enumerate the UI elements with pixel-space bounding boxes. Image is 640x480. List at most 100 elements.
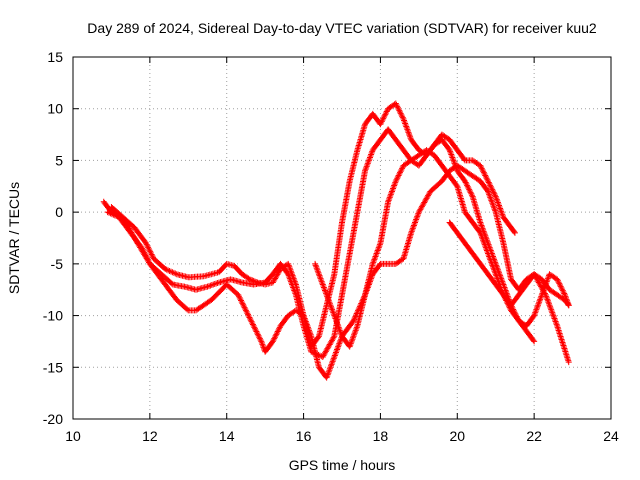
data-point	[448, 152, 455, 159]
data-point	[312, 260, 319, 267]
data-point	[326, 299, 333, 306]
data-point	[479, 166, 486, 173]
data-point	[388, 189, 395, 196]
data-point	[239, 300, 246, 307]
data-point	[553, 319, 560, 326]
data-point	[481, 240, 488, 247]
data-point	[255, 332, 262, 339]
data-point	[236, 294, 243, 301]
data-point	[334, 345, 341, 352]
data-point	[146, 247, 153, 254]
data-point	[483, 246, 490, 253]
data-point	[323, 290, 330, 297]
data-point	[487, 194, 494, 201]
data-point	[254, 329, 261, 336]
data-point	[289, 283, 296, 290]
data-point	[556, 282, 563, 289]
data-point	[326, 365, 333, 372]
data-point	[491, 266, 498, 273]
y-tick-label: 0	[55, 204, 63, 220]
data-point	[376, 243, 383, 250]
data-point	[485, 178, 492, 185]
data-point	[143, 240, 150, 247]
x-tick-label: 14	[219, 428, 235, 444]
data-point	[347, 342, 354, 349]
data-point	[505, 303, 512, 310]
data-point	[332, 349, 339, 356]
data-point	[478, 222, 485, 229]
data-point	[394, 103, 401, 110]
x-tick-label: 20	[449, 428, 465, 444]
data-point	[214, 279, 221, 286]
data-point	[542, 281, 549, 288]
data-point	[492, 271, 499, 278]
data-point	[413, 215, 420, 222]
y-tick-label: 10	[47, 101, 63, 117]
data-point	[322, 288, 329, 295]
data-point	[543, 280, 550, 287]
axis-ticks: 10 12 14 16 18 20 22 24 -20 -15 -10 -5 0 5 10 15	[43, 49, 619, 444]
data-point	[401, 117, 408, 124]
data-point	[368, 150, 375, 157]
data-point	[482, 243, 489, 250]
data-point	[289, 281, 296, 288]
data-point	[330, 309, 337, 316]
data-point	[495, 278, 502, 285]
data-point	[548, 308, 555, 315]
data-point	[166, 267, 173, 274]
x-tick-label: 12	[142, 428, 158, 444]
data-point	[240, 301, 247, 308]
data-point	[468, 190, 475, 197]
data-point	[477, 162, 484, 169]
data-point	[271, 335, 278, 342]
data-point	[333, 318, 340, 325]
data-point	[547, 303, 554, 310]
data-point	[251, 324, 258, 331]
data-point	[533, 306, 540, 313]
x-tick-label: 24	[603, 428, 619, 444]
data-point	[329, 308, 336, 315]
data-point	[145, 244, 152, 251]
data-point	[351, 330, 358, 337]
data-point	[327, 302, 334, 309]
data-point	[371, 254, 378, 261]
data-point	[412, 218, 419, 225]
data-point	[324, 293, 331, 300]
data-point	[489, 186, 496, 193]
data-point	[551, 315, 558, 322]
data-point	[313, 265, 320, 272]
data-point	[410, 222, 417, 229]
data-point	[545, 299, 552, 306]
data-point	[254, 331, 261, 338]
data-point	[363, 164, 370, 171]
data-point	[362, 166, 369, 173]
data-point	[301, 315, 308, 322]
data-point	[553, 321, 560, 328]
data-point	[480, 238, 487, 245]
data-point	[542, 283, 549, 290]
data-point	[495, 201, 502, 208]
data-point	[467, 189, 474, 196]
data-point	[489, 263, 496, 270]
data-point	[488, 185, 495, 192]
data-point	[284, 270, 291, 277]
data-point	[259, 342, 266, 349]
data-point	[532, 308, 539, 315]
data-point	[378, 119, 385, 126]
data-point	[351, 331, 358, 338]
plot-frame	[72, 56, 612, 420]
data-point	[247, 317, 254, 324]
data-point	[319, 280, 326, 287]
data-point	[379, 116, 386, 123]
data-point	[143, 241, 150, 248]
data-point	[235, 291, 242, 298]
data-point	[557, 283, 564, 290]
data-point	[478, 164, 485, 171]
data-point	[235, 293, 242, 300]
data-point	[256, 334, 263, 341]
data-point	[402, 120, 409, 127]
data-point	[349, 334, 356, 341]
data-point	[238, 297, 245, 304]
data-point	[405, 130, 412, 137]
